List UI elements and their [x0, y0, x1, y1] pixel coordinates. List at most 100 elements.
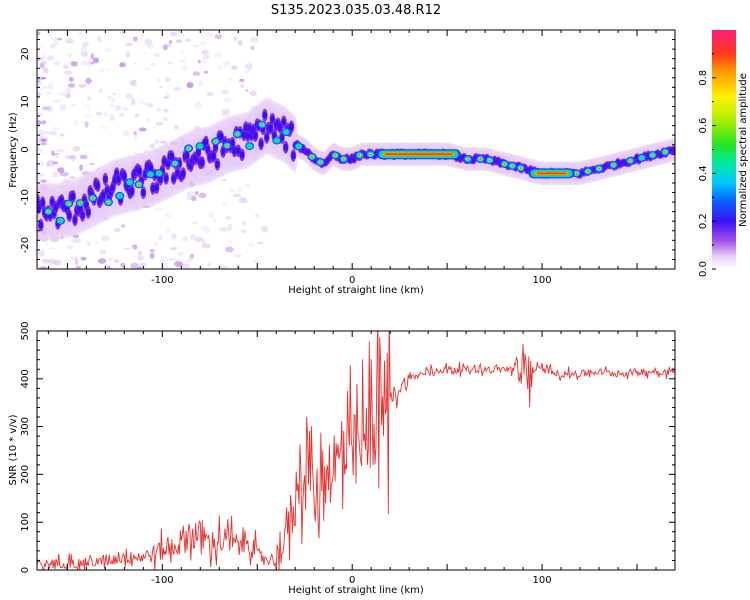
noise-blob [51, 150, 55, 157]
noise-blob [53, 41, 58, 45]
noise-blob [80, 59, 86, 67]
ridge-inner [70, 192, 76, 201]
snr-panel: -100 0 100 0 100 200 300 400 500 Height of strai… [8, 321, 676, 596]
noise-blob [186, 82, 194, 89]
noise-blob [89, 57, 98, 62]
spectrogram-y-axis-title: Frequency (Hz) [8, 112, 19, 188]
ridge-blob [107, 201, 110, 203]
noise-blob [155, 121, 164, 126]
noise-blob [37, 80, 42, 86]
noise-blob [197, 79, 204, 87]
noise-blob [149, 248, 156, 253]
noise-blob [163, 96, 169, 99]
noise-blob [171, 245, 180, 251]
noise-blob [88, 162, 96, 165]
noise-blob [68, 61, 76, 66]
y-tick-label: 0 [20, 567, 31, 573]
noise-blob [203, 226, 211, 234]
ridge-inner [129, 187, 135, 195]
noise-blob [71, 256, 78, 260]
noise-blob [133, 133, 138, 140]
snr-ticks: -100 0 100 0 100 200 300 400 500 [20, 321, 676, 586]
ridge-inner [211, 152, 216, 160]
noise-blob [52, 99, 62, 103]
ridge-inner [196, 148, 201, 156]
noise-blob [168, 40, 173, 44]
noise-blob [162, 262, 170, 268]
noise-blob [47, 105, 54, 113]
noise-blob [233, 254, 243, 258]
noise-blob [207, 262, 212, 267]
noise-blob [79, 154, 88, 160]
noise-blob [98, 67, 105, 74]
noise-blob [198, 192, 207, 199]
noise-blob [169, 31, 178, 37]
ridge-inner [289, 123, 294, 131]
noise-blob [228, 77, 233, 81]
ridge-blob [629, 159, 632, 162]
noise-blob [43, 131, 51, 135]
ridge-blob [138, 183, 140, 186]
y-tick-label: -10 [20, 189, 31, 205]
y-tick-label: 0 [20, 146, 31, 152]
noise-blob [142, 50, 147, 55]
noise-blob [65, 87, 72, 95]
noise-blob [194, 236, 203, 243]
noise-blob [175, 258, 183, 263]
noise-blob [41, 77, 47, 80]
noise-blob [97, 258, 107, 264]
noise-blob [51, 37, 59, 41]
noise-blob [78, 85, 84, 88]
noise-blob [146, 117, 151, 123]
noise-blob [39, 142, 45, 146]
noise-blob [73, 120, 80, 126]
ridge-inner [148, 164, 154, 173]
y-tick-label: 20 [20, 48, 31, 61]
noise-blob [188, 255, 193, 263]
noise-blob [85, 240, 91, 246]
noise-blob [86, 96, 92, 101]
ridge-inner [53, 203, 59, 211]
noise-blob [186, 196, 195, 201]
ridge-inner [101, 191, 106, 199]
noise-blob [47, 247, 56, 250]
ridge-blob [274, 138, 280, 143]
noise-blob [187, 82, 192, 88]
y-tick-label: 300 [20, 417, 31, 436]
ridge-blob [197, 144, 203, 149]
ridge-blob [156, 171, 162, 176]
x-tick-label: -100 [151, 275, 174, 286]
ridge-inner [181, 169, 186, 178]
noise-blob [166, 42, 172, 48]
noise-blob [39, 160, 45, 166]
x-tick-label: 0 [349, 275, 355, 286]
spectrogram-frame [36, 29, 676, 270]
noise-blob [41, 120, 47, 125]
noise-blob [47, 83, 54, 91]
ridge-blob [226, 144, 228, 147]
ridge-blob [587, 170, 589, 173]
colorbar-ticks: 0.0 0.2 0.4 0.6 0.8 [698, 53, 716, 277]
noise-blob [62, 65, 70, 69]
noise-blob [46, 55, 55, 61]
ridge-blob [236, 133, 239, 135]
noise-blob [247, 243, 254, 247]
ridge-blob [127, 180, 133, 185]
ridge-blob [91, 197, 94, 199]
noise-blob [214, 52, 223, 59]
snr-y-axis-title: SNR (10 * v/v) [8, 414, 19, 485]
noise-blob [162, 44, 168, 51]
noise-blob [158, 235, 163, 241]
noise-blob [37, 265, 43, 269]
ridge-blob [639, 155, 645, 160]
y-tick-label: 200 [20, 465, 31, 484]
noise-blob [54, 155, 60, 158]
ridge-inner [158, 175, 163, 183]
ridge-blob [117, 193, 123, 198]
noise-blob [105, 67, 110, 72]
noise-blob [201, 238, 206, 245]
ridge-inner [270, 115, 275, 123]
noise-blob [111, 257, 120, 261]
noise-blob [256, 241, 265, 245]
ridge-blob [261, 123, 264, 126]
